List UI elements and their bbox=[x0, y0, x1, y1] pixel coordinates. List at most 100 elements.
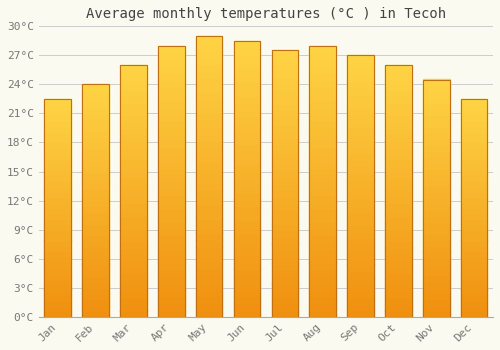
Bar bbox=[158, 303, 184, 310]
Bar bbox=[234, 131, 260, 138]
Bar bbox=[272, 157, 298, 164]
Bar bbox=[234, 179, 260, 186]
Bar bbox=[348, 238, 374, 245]
Bar bbox=[272, 57, 298, 64]
Bar bbox=[44, 306, 71, 312]
Bar bbox=[310, 310, 336, 317]
Bar bbox=[234, 303, 260, 310]
Bar bbox=[423, 156, 450, 163]
Bar bbox=[272, 277, 298, 284]
Bar bbox=[423, 121, 450, 127]
Bar bbox=[310, 168, 336, 174]
Bar bbox=[196, 282, 222, 289]
Bar bbox=[385, 191, 411, 197]
Bar bbox=[348, 219, 374, 225]
Bar bbox=[461, 240, 487, 246]
Bar bbox=[272, 183, 298, 190]
Bar bbox=[82, 102, 109, 108]
Bar bbox=[461, 148, 487, 153]
Bar bbox=[158, 106, 184, 113]
Bar bbox=[120, 65, 146, 317]
Bar bbox=[82, 131, 109, 137]
Bar bbox=[272, 50, 298, 317]
Bar bbox=[310, 208, 336, 215]
Bar bbox=[423, 222, 450, 228]
Bar bbox=[82, 195, 109, 201]
Title: Average monthly temperatures (°C ) in Tecoh: Average monthly temperatures (°C ) in Te… bbox=[86, 7, 446, 21]
Bar bbox=[158, 168, 184, 174]
Bar bbox=[158, 113, 184, 120]
Bar bbox=[423, 240, 450, 246]
Bar bbox=[82, 288, 109, 294]
Bar bbox=[423, 162, 450, 168]
Bar bbox=[385, 103, 411, 109]
Bar bbox=[120, 222, 146, 229]
Bar bbox=[158, 154, 184, 161]
Bar bbox=[461, 191, 487, 197]
Bar bbox=[385, 134, 411, 141]
Bar bbox=[82, 259, 109, 265]
Bar bbox=[385, 279, 411, 285]
Bar bbox=[310, 202, 336, 208]
Bar bbox=[196, 176, 222, 183]
Bar bbox=[158, 269, 184, 276]
Bar bbox=[423, 150, 450, 157]
Bar bbox=[158, 100, 184, 107]
Bar bbox=[120, 279, 146, 285]
Bar bbox=[310, 140, 336, 147]
Bar bbox=[310, 106, 336, 113]
Bar bbox=[44, 268, 71, 273]
Bar bbox=[348, 297, 374, 304]
Bar bbox=[385, 128, 411, 134]
Bar bbox=[310, 46, 336, 317]
Bar bbox=[310, 46, 336, 52]
Bar bbox=[272, 163, 298, 170]
Bar bbox=[461, 197, 487, 202]
Bar bbox=[196, 78, 222, 85]
Bar bbox=[461, 159, 487, 164]
Bar bbox=[348, 278, 374, 284]
Bar bbox=[385, 115, 411, 122]
Bar bbox=[385, 84, 411, 90]
Bar bbox=[120, 159, 146, 166]
Bar bbox=[234, 220, 260, 227]
Bar bbox=[196, 239, 222, 247]
Bar bbox=[310, 269, 336, 276]
Bar bbox=[272, 170, 298, 177]
Bar bbox=[44, 115, 71, 121]
Bar bbox=[196, 141, 222, 148]
Bar bbox=[120, 71, 146, 78]
Bar bbox=[234, 158, 260, 165]
Bar bbox=[44, 284, 71, 289]
Bar bbox=[310, 296, 336, 303]
Bar bbox=[385, 216, 411, 222]
Bar bbox=[348, 271, 374, 278]
Bar bbox=[44, 289, 71, 295]
Bar bbox=[385, 229, 411, 235]
Bar bbox=[461, 110, 487, 115]
Bar bbox=[461, 289, 487, 295]
Bar bbox=[120, 184, 146, 191]
Bar bbox=[44, 99, 71, 317]
Bar bbox=[120, 121, 146, 128]
Bar bbox=[348, 114, 374, 121]
Bar bbox=[44, 273, 71, 279]
Bar bbox=[234, 310, 260, 317]
Bar bbox=[348, 173, 374, 180]
Bar bbox=[423, 103, 450, 109]
Bar bbox=[82, 189, 109, 195]
Bar bbox=[158, 229, 184, 236]
Bar bbox=[272, 203, 298, 210]
Bar bbox=[196, 155, 222, 162]
Bar bbox=[120, 96, 146, 103]
Bar bbox=[196, 36, 222, 317]
Bar bbox=[44, 311, 71, 317]
Bar bbox=[158, 127, 184, 134]
Bar bbox=[196, 127, 222, 134]
Bar bbox=[348, 107, 374, 114]
Bar bbox=[272, 257, 298, 264]
Bar bbox=[461, 115, 487, 121]
Bar bbox=[82, 218, 109, 224]
Bar bbox=[461, 99, 487, 317]
Bar bbox=[196, 303, 222, 310]
